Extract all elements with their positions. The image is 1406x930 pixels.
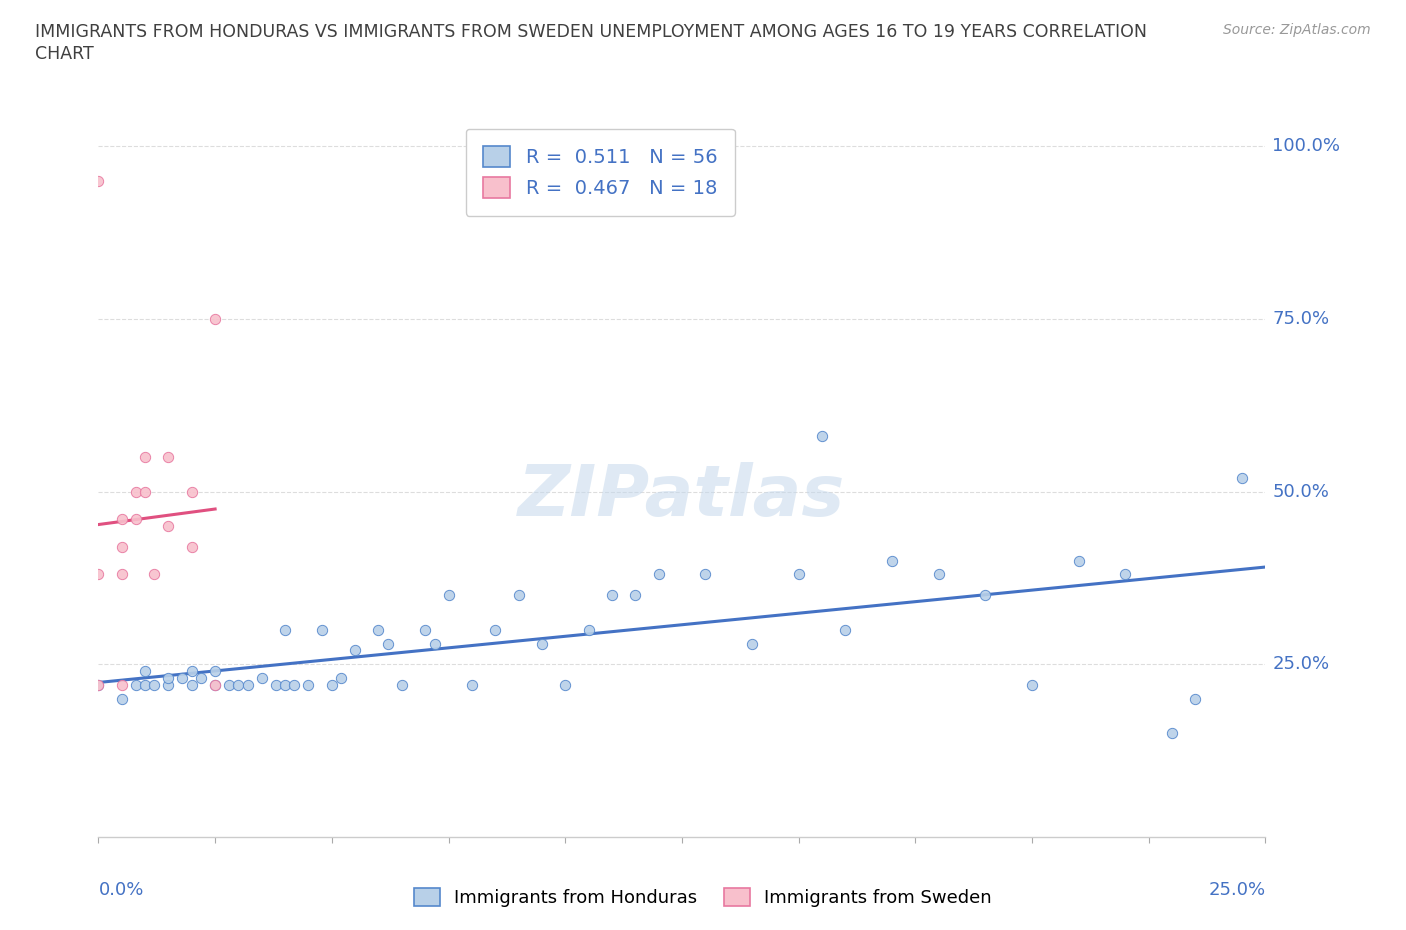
Point: [204, 664, 226, 679]
Point: [391, 678, 413, 693]
Point: [157, 519, 180, 534]
Text: IMMIGRANTS FROM HONDURAS VS IMMIGRANTS FROM SWEDEN UNEMPLOYMENT AMONG AGES 16 TO: IMMIGRANTS FROM HONDURAS VS IMMIGRANTS F…: [35, 23, 1147, 41]
Legend: R =  0.511   N = 56, R =  0.467   N = 18: R = 0.511 N = 56, R = 0.467 N = 18: [465, 128, 735, 216]
Text: 25.0%: 25.0%: [1272, 656, 1330, 673]
Legend: Immigrants from Honduras, Immigrants from Sweden: Immigrants from Honduras, Immigrants fro…: [405, 879, 1001, 916]
Point: [274, 678, 297, 693]
Point: [264, 678, 287, 693]
Point: [367, 622, 389, 637]
Point: [578, 622, 600, 637]
Point: [274, 622, 297, 637]
Point: [741, 636, 763, 651]
Point: [1067, 553, 1090, 568]
Point: [180, 664, 202, 679]
Point: [311, 622, 333, 637]
Point: [125, 512, 148, 526]
Point: [134, 449, 156, 464]
Point: [880, 553, 903, 568]
Point: [974, 588, 997, 603]
Point: [204, 678, 226, 693]
Point: [180, 539, 202, 554]
Text: Source: ZipAtlas.com: Source: ZipAtlas.com: [1223, 23, 1371, 37]
Point: [695, 567, 717, 582]
Point: [811, 429, 834, 444]
Point: [1161, 726, 1184, 741]
Point: [143, 678, 166, 693]
Point: [530, 636, 553, 651]
Point: [180, 678, 202, 693]
Point: [134, 678, 156, 693]
Point: [157, 449, 180, 464]
Point: [624, 588, 647, 603]
Point: [87, 678, 110, 693]
Point: [87, 567, 110, 582]
Point: [111, 678, 134, 693]
Point: [423, 636, 446, 651]
Point: [172, 671, 194, 685]
Point: [190, 671, 212, 685]
Point: [377, 636, 399, 651]
Point: [834, 622, 856, 637]
Text: 100.0%: 100.0%: [1272, 137, 1340, 155]
Point: [250, 671, 273, 685]
Point: [111, 691, 134, 706]
Point: [157, 671, 180, 685]
Text: CHART: CHART: [35, 45, 94, 62]
Text: 0.0%: 0.0%: [98, 881, 143, 898]
Point: [1021, 678, 1043, 693]
Text: 25.0%: 25.0%: [1208, 881, 1265, 898]
Point: [134, 664, 156, 679]
Point: [283, 678, 305, 693]
Point: [484, 622, 506, 637]
Point: [600, 588, 623, 603]
Point: [297, 678, 319, 693]
Point: [204, 678, 226, 693]
Point: [87, 678, 110, 693]
Point: [236, 678, 259, 693]
Point: [87, 173, 110, 188]
Point: [330, 671, 353, 685]
Point: [647, 567, 669, 582]
Point: [143, 567, 166, 582]
Point: [228, 678, 250, 693]
Point: [157, 678, 180, 693]
Point: [111, 512, 134, 526]
Point: [508, 588, 530, 603]
Point: [134, 485, 156, 499]
Point: [180, 485, 202, 499]
Point: [1184, 691, 1206, 706]
Point: [461, 678, 484, 693]
Text: 50.0%: 50.0%: [1272, 483, 1329, 500]
Point: [204, 312, 226, 326]
Point: [1114, 567, 1136, 582]
Text: ZIPatlas: ZIPatlas: [519, 461, 845, 530]
Point: [111, 567, 134, 582]
Text: 75.0%: 75.0%: [1272, 310, 1330, 328]
Point: [111, 539, 134, 554]
Point: [218, 678, 240, 693]
Point: [554, 678, 576, 693]
Point: [344, 643, 367, 658]
Point: [437, 588, 460, 603]
Point: [787, 567, 810, 582]
Point: [125, 485, 148, 499]
Point: [321, 678, 343, 693]
Point: [928, 567, 950, 582]
Point: [125, 678, 148, 693]
Point: [413, 622, 436, 637]
Point: [1230, 471, 1253, 485]
